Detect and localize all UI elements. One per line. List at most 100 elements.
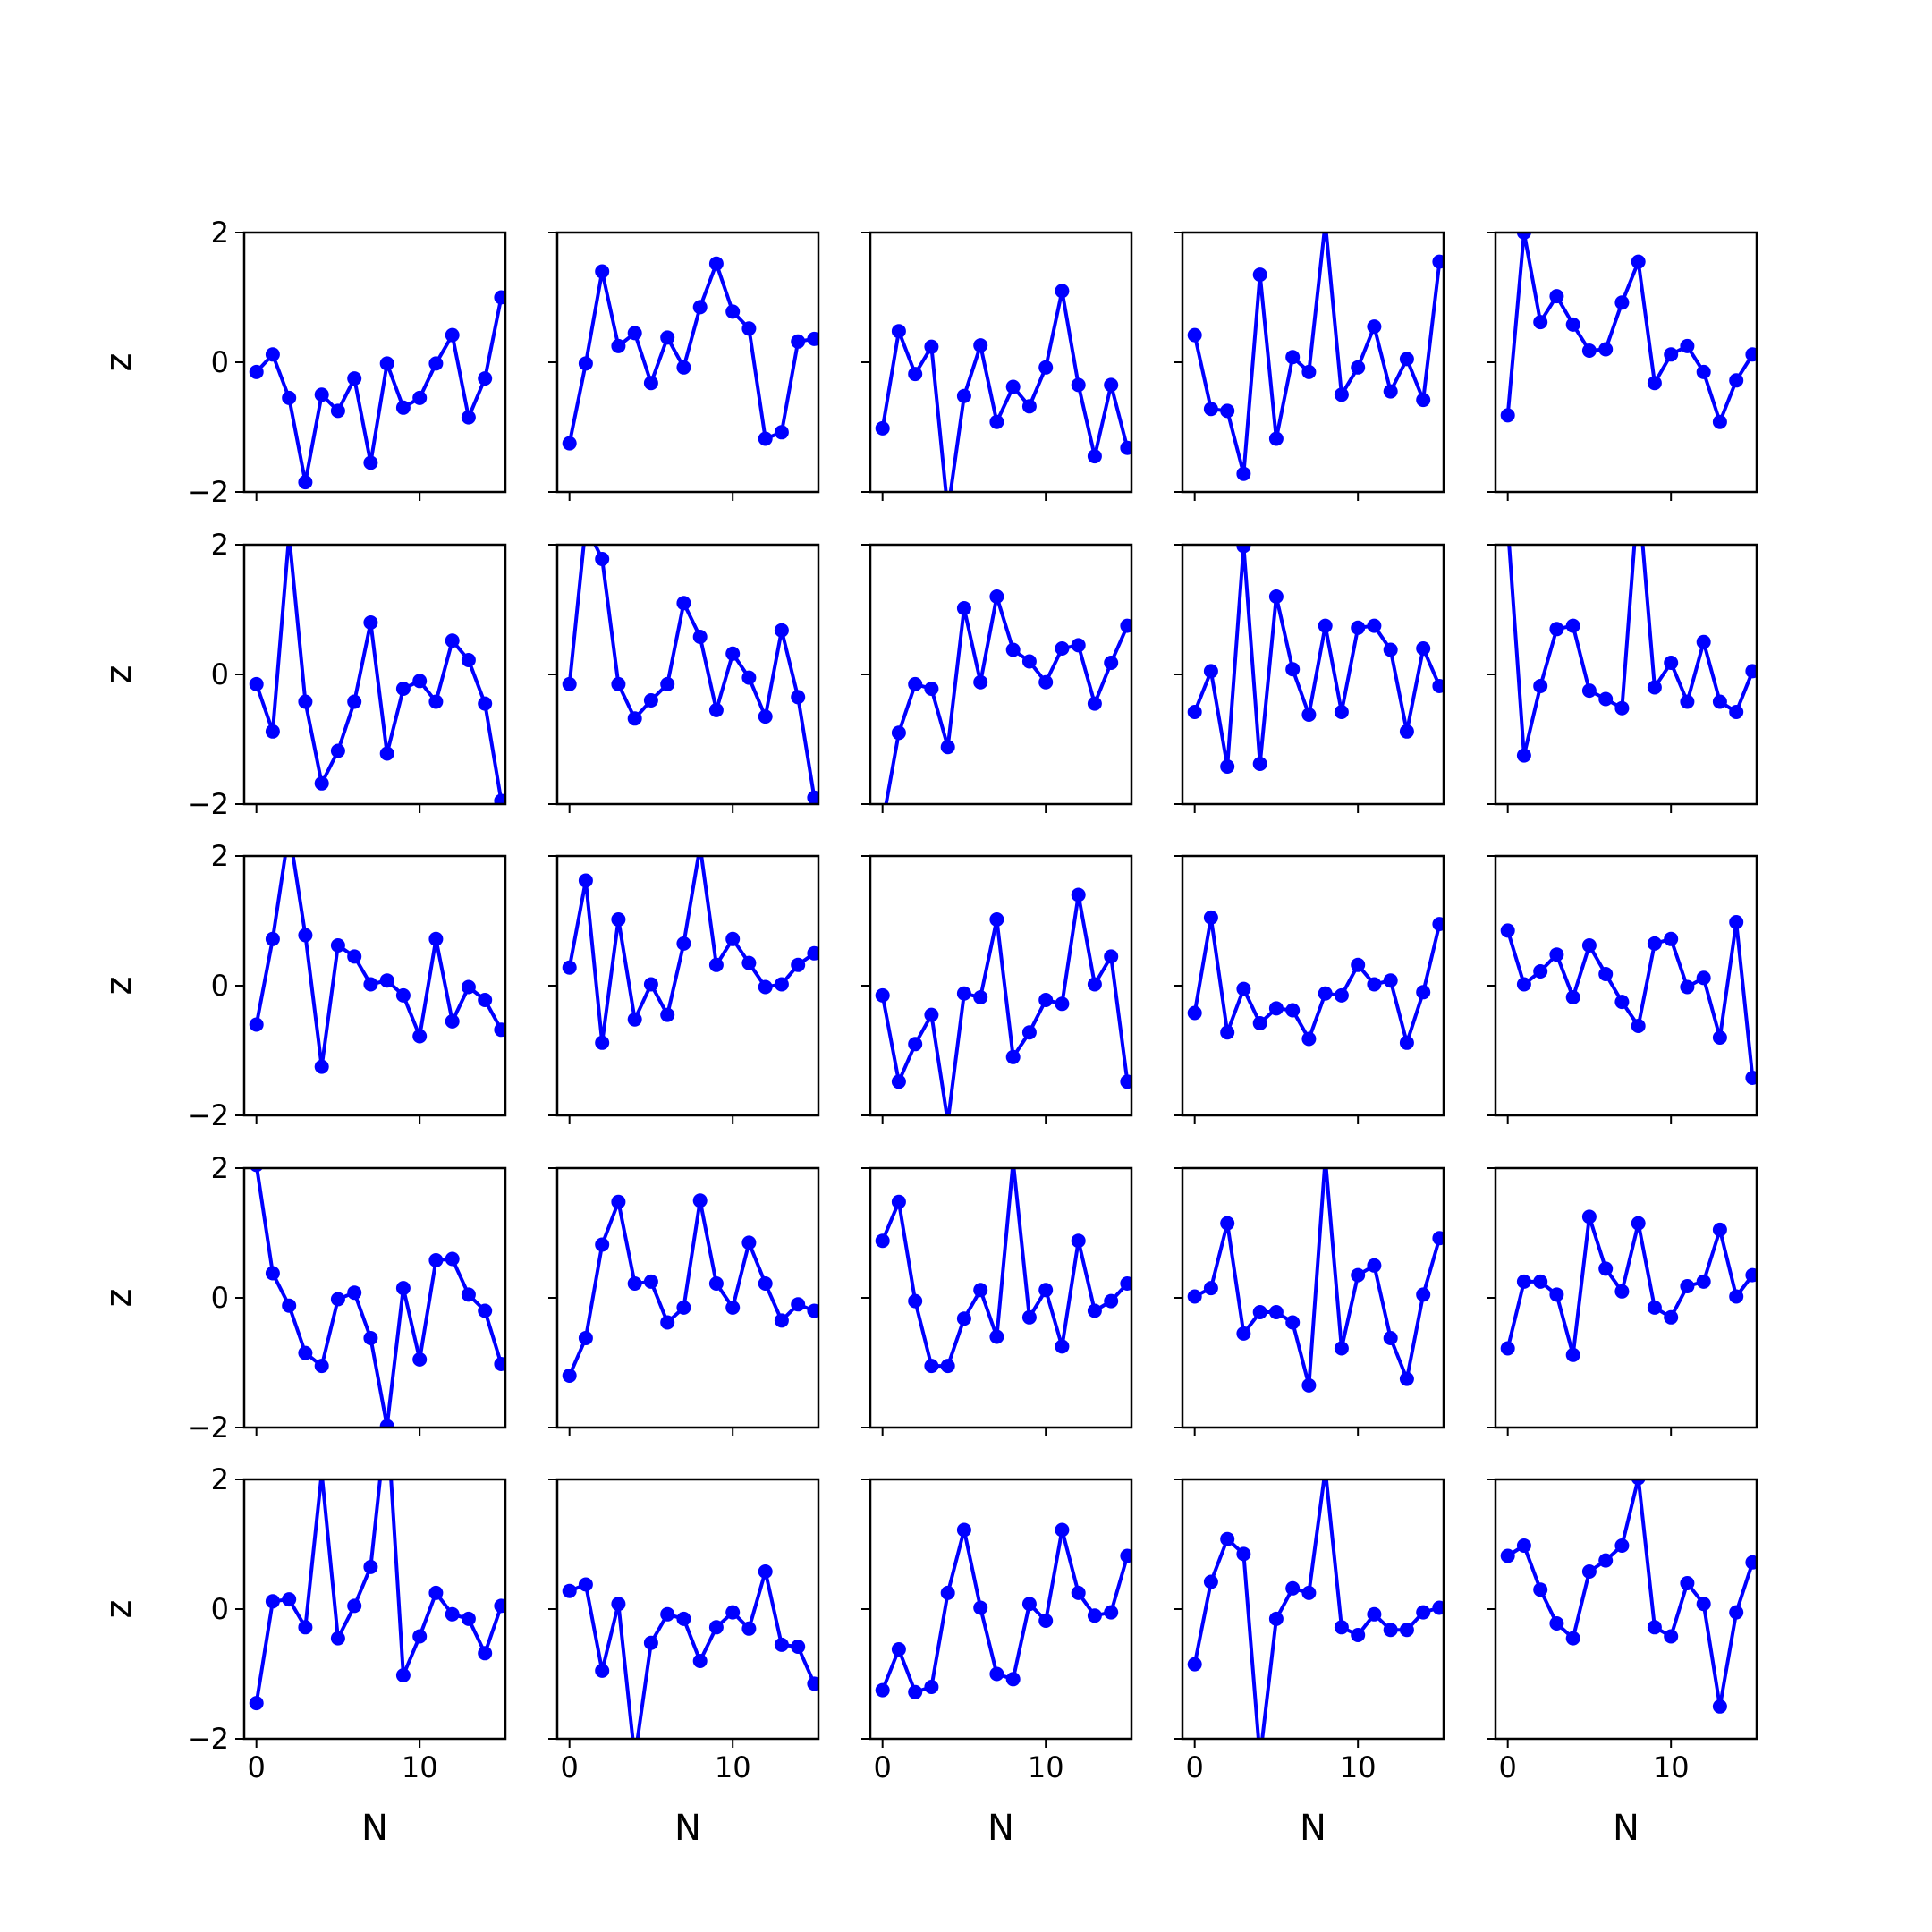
series-line: [1192, 915, 1442, 1045]
data-point: [1598, 1261, 1614, 1276]
data-point: [298, 475, 313, 490]
series-line: [880, 1168, 1129, 1368]
data-point: [282, 823, 296, 837]
data-point: [1399, 1371, 1414, 1386]
series-line: [884, 595, 1130, 804]
data-point: [643, 693, 658, 708]
data-point: [347, 949, 362, 964]
data-point: [1664, 1629, 1679, 1644]
data-point: [1055, 1522, 1070, 1538]
data-point: [1581, 1209, 1597, 1224]
series: [875, 887, 1131, 1115]
data-point: [875, 1233, 890, 1249]
data-point: [676, 1611, 691, 1626]
data-point: [314, 775, 329, 791]
data-point: [1285, 1315, 1301, 1330]
data-point: [1501, 518, 1515, 532]
data-point: [924, 1007, 939, 1022]
data-point: [1416, 1287, 1431, 1302]
data-point: [1745, 1555, 1757, 1570]
data-point: [298, 1620, 313, 1635]
data-point: [676, 360, 691, 375]
data-point: [891, 725, 906, 741]
data-point: [627, 326, 642, 341]
data-point: [1432, 679, 1444, 693]
subplot-r4-c2: [548, 1166, 820, 1436]
data-point: [1104, 656, 1119, 670]
data-point: [562, 436, 577, 451]
x-axis-title: N: [1300, 1808, 1326, 1849]
y-tick-label: 2: [211, 1151, 229, 1185]
subplot-r2-c3: [861, 543, 1133, 813]
data-point: [478, 696, 493, 711]
data-point: [1301, 1377, 1317, 1393]
data-point: [1745, 347, 1757, 362]
data-point: [1010, 1168, 1017, 1169]
data-point: [989, 414, 1004, 429]
series-line: [1192, 545, 1442, 768]
series: [884, 589, 1131, 804]
data-point: [1087, 449, 1102, 464]
data-point: [807, 1303, 818, 1318]
data-point: [1203, 664, 1218, 679]
data-point: [725, 646, 741, 661]
data-point: [1614, 295, 1630, 310]
data-point: [461, 1611, 476, 1626]
data-point: [956, 1311, 971, 1326]
series-line: [1505, 1215, 1754, 1357]
data-point: [611, 676, 626, 691]
data-point: [1104, 1293, 1119, 1309]
y-axis-title: z: [98, 1600, 140, 1619]
data-point: [1087, 977, 1102, 992]
data-point: [1220, 1531, 1235, 1546]
series: [562, 1193, 818, 1383]
series-line: [880, 289, 1130, 492]
data-point: [494, 793, 505, 804]
data-point: [1268, 1305, 1284, 1319]
data-point: [1301, 1585, 1317, 1600]
data-point: [265, 1594, 280, 1609]
data-point: [660, 1606, 675, 1622]
data-point: [924, 682, 939, 696]
data-point: [1351, 360, 1366, 375]
data-point: [1745, 664, 1757, 679]
series: [1500, 915, 1757, 1085]
data-point: [1516, 1274, 1531, 1289]
series-line: [255, 1168, 504, 1428]
data-point: [956, 601, 971, 615]
data-point: [973, 1600, 988, 1615]
y-tick-label: 0: [211, 345, 229, 379]
y-tick-label: 0: [211, 657, 229, 691]
data-point: [1351, 1267, 1366, 1283]
data-point: [379, 973, 394, 988]
data-point: [330, 1292, 345, 1307]
axes-frame: [242, 231, 507, 494]
data-point: [1598, 691, 1614, 707]
data-point: [1285, 1003, 1301, 1018]
y-tick-label: 0: [211, 1281, 229, 1315]
data-point: [774, 1313, 789, 1328]
data-point: [461, 410, 476, 425]
data-point: [1038, 993, 1054, 1007]
subplot-r1-c4: [1174, 231, 1445, 501]
data-point: [1252, 1016, 1267, 1030]
subplot-r3-c1: −2 0 2 z: [98, 823, 507, 1132]
data-point: [725, 304, 741, 319]
data-point: [875, 1682, 890, 1698]
data-point: [1220, 759, 1235, 774]
data-point: [989, 589, 1004, 604]
data-point: [298, 928, 313, 943]
data-point: [494, 1022, 505, 1038]
data-point: [1416, 1605, 1431, 1620]
data-point: [412, 674, 428, 689]
data-point: [1680, 338, 1695, 353]
data-point: [1071, 638, 1086, 653]
data-point: [595, 1035, 610, 1050]
data-point: [1087, 1303, 1102, 1318]
data-point: [445, 327, 460, 343]
data-point: [692, 300, 708, 315]
data-point: [1236, 1326, 1251, 1341]
series-line: [1505, 920, 1755, 1079]
y-tick-label: 2: [211, 1462, 229, 1496]
